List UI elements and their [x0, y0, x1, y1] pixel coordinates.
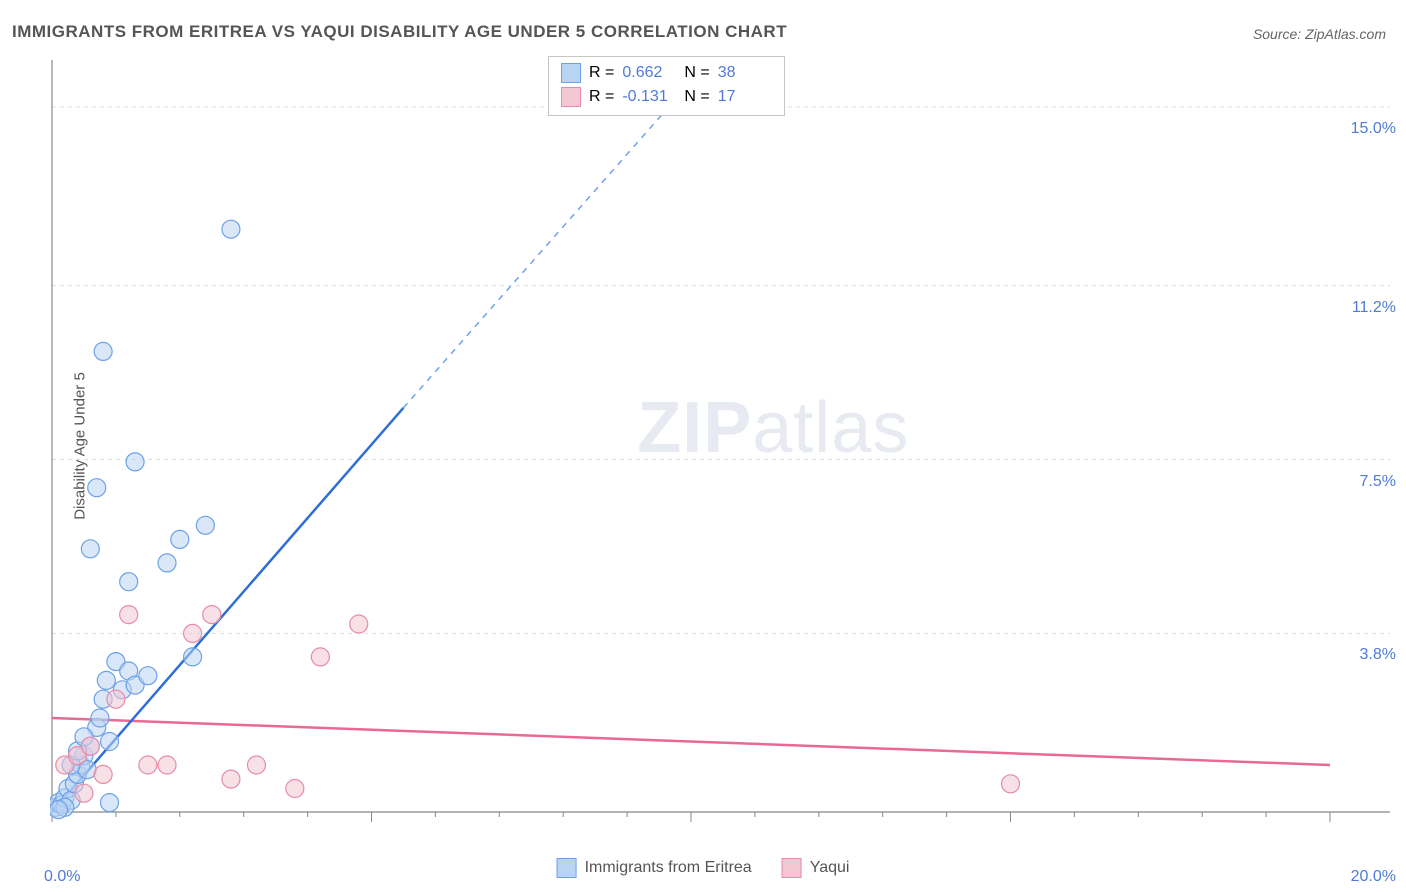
swatch-eritrea [557, 858, 577, 878]
legend-entry-eritrea: Immigrants from Eritrea [557, 858, 752, 878]
chart-container: IMMIGRANTS FROM ERITREA VS YAQUI DISABIL… [0, 0, 1406, 892]
source-name: ZipAtlas.com [1305, 26, 1386, 42]
legend-entry-yaqui: Yaqui [782, 858, 850, 878]
correlation-legend: R = 0.662 N = 38 R = -0.131 N = 17 [548, 56, 785, 116]
y-tick-label: 11.2% [1352, 299, 1396, 317]
n-label: N = [684, 85, 709, 109]
n-value-yaqui: 17 [718, 85, 772, 109]
r-value-yaqui: -0.131 [622, 85, 676, 109]
n-label: N = [684, 61, 709, 85]
series-legend: Immigrants from Eritrea Yaqui [557, 858, 850, 878]
swatch-yaqui [782, 858, 802, 878]
n-value-eritrea: 38 [718, 61, 772, 85]
scatter-plot [50, 52, 1390, 842]
x-tick-max: 20.0% [1351, 868, 1396, 886]
legend-row-yaqui: R = -0.131 N = 17 [561, 85, 772, 109]
swatch-eritrea [561, 63, 581, 83]
y-tick-label: 15.0% [1351, 120, 1396, 138]
source-attribution: Source: ZipAtlas.com [1253, 26, 1386, 42]
r-value-eritrea: 0.662 [622, 61, 676, 85]
r-label: R = [589, 85, 614, 109]
x-tick-min: 0.0% [44, 868, 80, 886]
y-tick-label: 7.5% [1360, 473, 1396, 491]
swatch-yaqui [561, 87, 581, 107]
legend-label-eritrea: Immigrants from Eritrea [585, 859, 752, 877]
y-tick-label: 3.8% [1360, 646, 1396, 664]
chart-title: IMMIGRANTS FROM ERITREA VS YAQUI DISABIL… [12, 22, 787, 42]
legend-label-yaqui: Yaqui [810, 859, 850, 877]
r-label: R = [589, 61, 614, 85]
source-prefix: Source: [1253, 26, 1305, 42]
legend-row-eritrea: R = 0.662 N = 38 [561, 61, 772, 85]
